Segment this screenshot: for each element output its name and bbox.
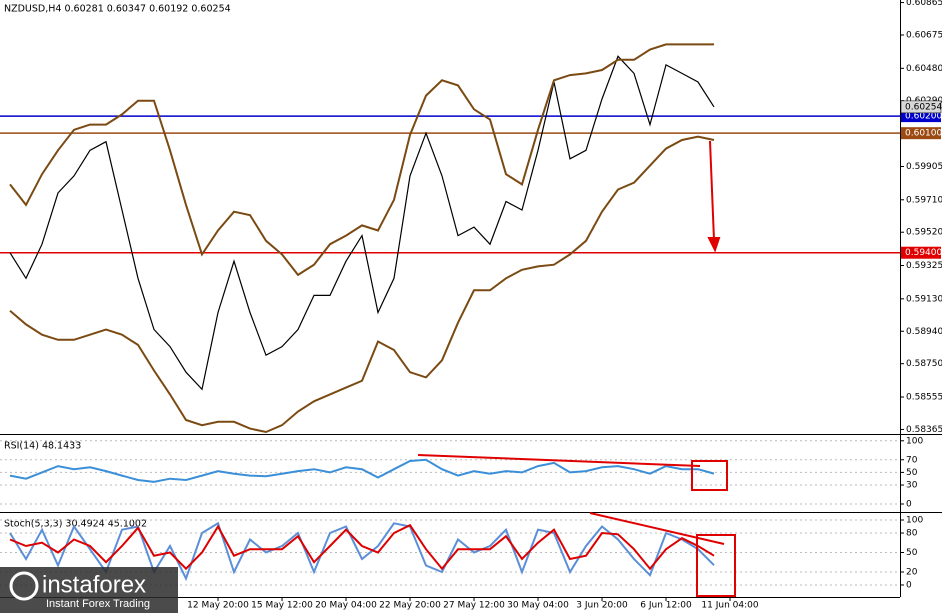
watermark-brand: instaforex xyxy=(42,571,146,598)
level-label-box xyxy=(901,127,941,140)
y-tick-label: 0.59905 xyxy=(906,162,942,172)
panel-title: NZDUSD,H4 0.60281 0.60347 0.60192 0.6025… xyxy=(4,4,231,15)
y-tick-label: 30 xyxy=(906,481,918,491)
y-tick-label: 100 xyxy=(906,436,923,446)
series-line xyxy=(9,43,714,277)
panel-title: Stoch(5,3,3) 30.4924 45.1002 xyxy=(4,519,147,530)
watermark-logo xyxy=(9,571,39,601)
x-tick-label: 30 May 04:00 xyxy=(507,601,569,611)
series-line xyxy=(9,135,715,434)
x-tick-label: 15 May 12:00 xyxy=(251,601,313,611)
series-line xyxy=(9,523,715,571)
y-tick-label: 0.59520 xyxy=(906,228,942,238)
y-tick-label: 0.59710 xyxy=(906,195,942,205)
level-label: 0.60100 xyxy=(905,129,942,139)
y-tick-label: 0 xyxy=(906,580,912,590)
y-tick-label: 0 xyxy=(906,499,912,509)
panel-title: RSI(14) 48.1433 xyxy=(4,441,81,452)
x-tick-label: 20 May 04:00 xyxy=(315,601,377,611)
y-tick-label: 0.60675 xyxy=(906,31,942,41)
level-label: 0.59400 xyxy=(905,248,942,258)
y-tick-label: 50 xyxy=(906,548,918,558)
x-tick-label: 27 May 12:00 xyxy=(443,601,505,611)
x-tick-label: 22 May 20:00 xyxy=(379,601,441,611)
level-label-box xyxy=(901,246,941,259)
series-line xyxy=(9,458,715,483)
y-tick-label: 80 xyxy=(906,528,918,538)
x-tick-label: 3 Jun 20:00 xyxy=(576,601,628,611)
y-tick-label: 0.60865 xyxy=(906,0,942,8)
y-tick-label: 0.60480 xyxy=(906,64,942,74)
stoch-highlight-box xyxy=(696,534,736,597)
y-tick-label: 0.58365 xyxy=(906,425,942,435)
annotations xyxy=(417,140,736,597)
y-tick-label: 50 xyxy=(906,468,918,478)
x-tick-label: 12 May 20:00 xyxy=(187,601,249,611)
y-tick-label: 70 xyxy=(906,455,918,465)
y-tick-label: 100 xyxy=(906,516,923,526)
y-tick-label: 0.58555 xyxy=(906,392,942,402)
down-arrow xyxy=(709,140,715,241)
y-tick-label: 0.58940 xyxy=(906,327,942,337)
y-tick-label: 0.59325 xyxy=(906,261,942,271)
last-price-label: 0.60254 xyxy=(905,102,942,112)
series-line xyxy=(9,55,715,391)
arrow-head xyxy=(707,237,721,253)
watermark-tagline: Instant Forex Trading xyxy=(46,598,150,610)
level-label: 0.60200 xyxy=(905,112,942,122)
last-price-box xyxy=(900,100,942,114)
x-tick-label: 11 Jun 04:00 xyxy=(701,601,758,611)
y-tick-label: 20 xyxy=(906,567,918,577)
y-tick-label: 0.58750 xyxy=(906,359,942,369)
stoch-trend-line xyxy=(589,512,725,545)
series-line xyxy=(9,521,715,582)
y-tick-label: 0.59130 xyxy=(906,294,942,304)
rsi-highlight-box xyxy=(691,460,728,491)
rsi-trend-line xyxy=(417,454,701,467)
x-tick-label: 6 Jun 12:00 xyxy=(640,601,692,611)
watermark: instaforex Instant Forex Trading xyxy=(0,567,178,613)
